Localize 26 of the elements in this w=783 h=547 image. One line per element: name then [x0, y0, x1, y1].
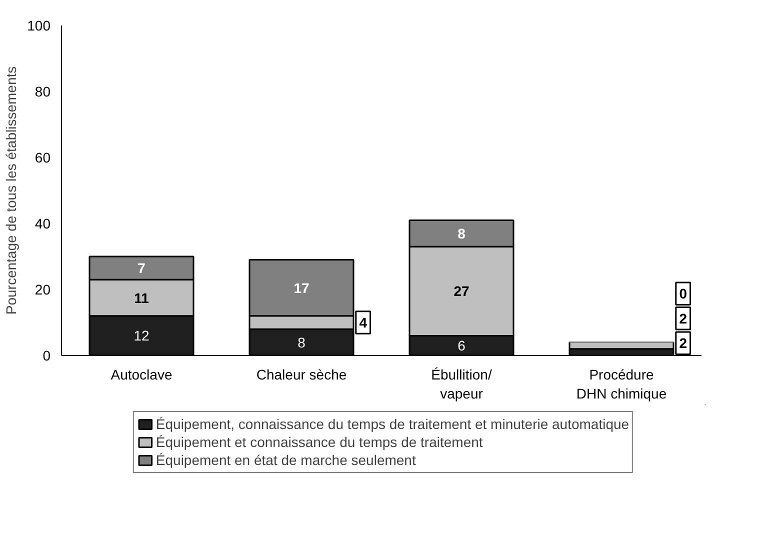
- data-label: 2: [679, 335, 688, 352]
- x-tick-label: Procédure DHN chimique: [576, 366, 667, 402]
- data-label: 6: [458, 338, 466, 354]
- data-label: 27: [454, 283, 470, 300]
- y-tick-label: 80: [34, 84, 51, 100]
- y-tick-label: 20: [34, 282, 51, 298]
- y-tick-label: 60: [34, 150, 51, 166]
- y-tick-label: 0: [42, 348, 51, 364]
- legend-label: Équipement et connaissance du temps de traitement: [156, 432, 483, 450]
- y-axis-title: Pourcentage de tous les établissements: [3, 66, 20, 315]
- x-tick-label: Chaleur sèche: [256, 366, 347, 382]
- legend-label: Équipement en état de marche seulement: [156, 450, 416, 468]
- x-tick-label: Ébullition/ vapeur: [431, 366, 492, 402]
- x-tick-label: Autoclave: [110, 366, 172, 382]
- data-label: 8: [298, 334, 306, 350]
- data-label: 17: [294, 280, 310, 296]
- data-label: 7: [138, 260, 146, 276]
- data-label: 0: [679, 286, 688, 302]
- y-tick-label: 40: [34, 216, 51, 232]
- data-label: 4: [359, 314, 368, 330]
- data-label: 12: [134, 328, 150, 344]
- data-label: 11: [134, 290, 150, 306]
- data-label: 8: [458, 225, 466, 242]
- legend-label: Équipement, connaissance du temps de traitement et minuterie automatique: [156, 414, 630, 432]
- y-tick-label: 100: [27, 18, 51, 34]
- data-label: 2: [679, 310, 688, 326]
